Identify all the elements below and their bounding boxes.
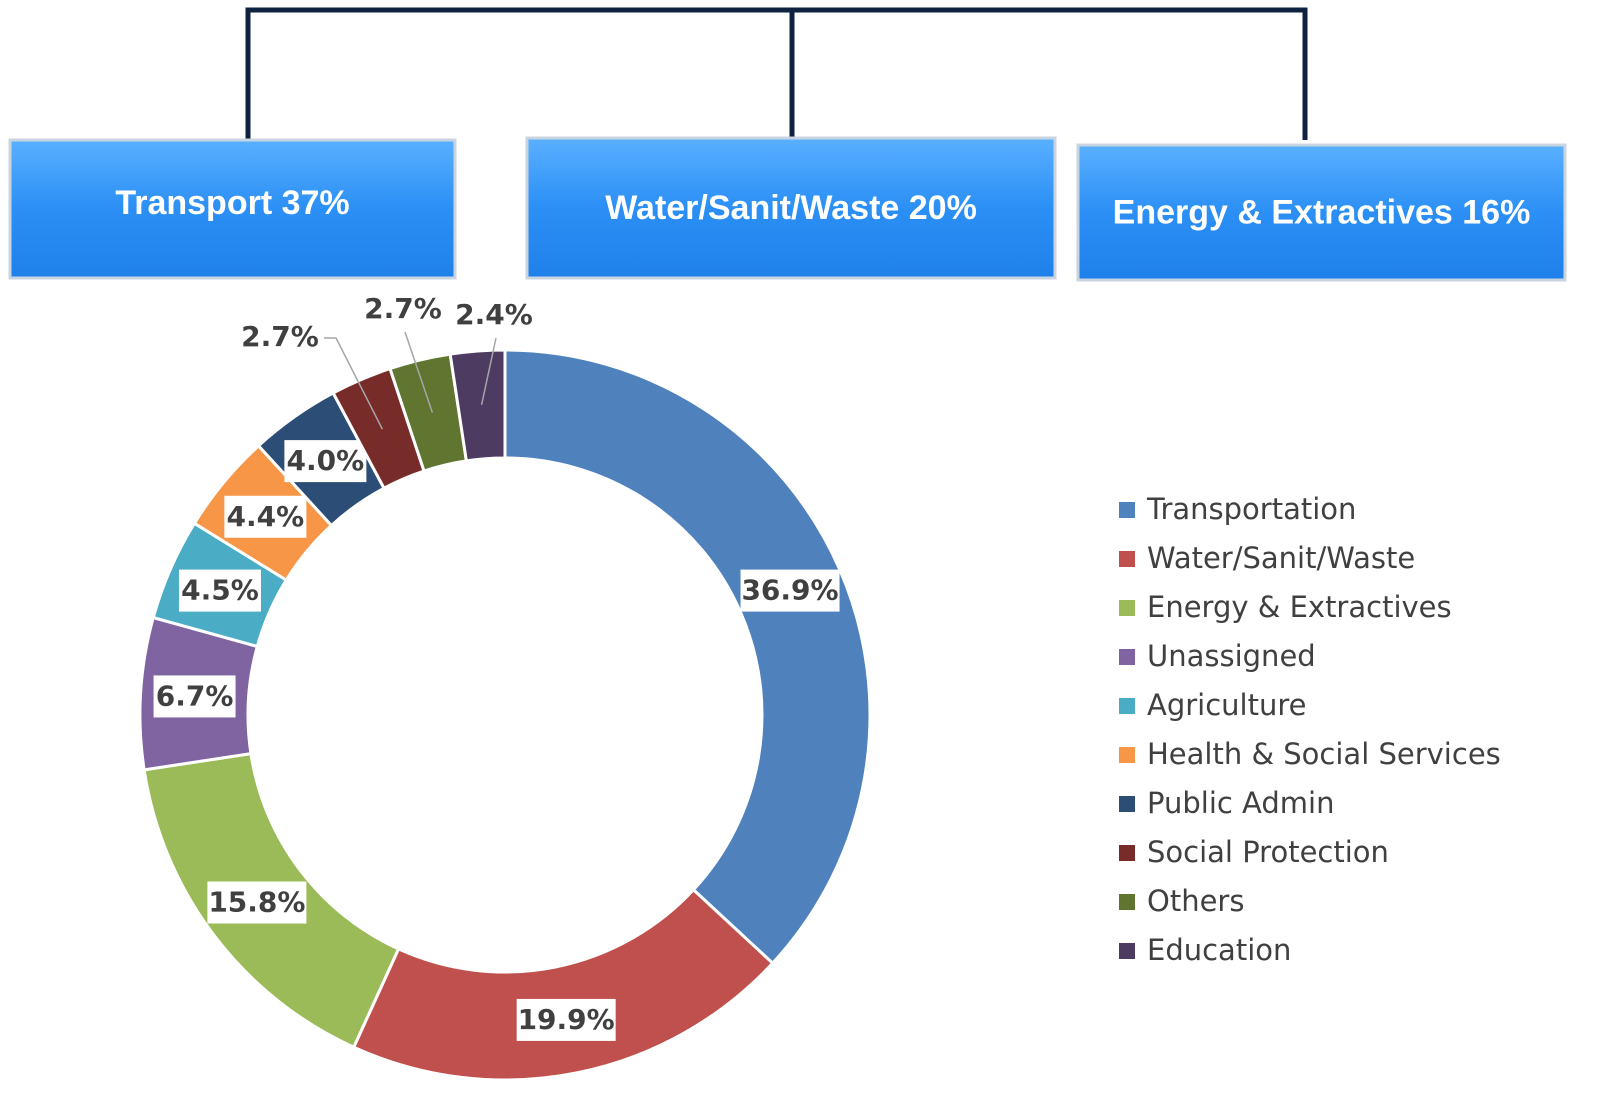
donut-segment bbox=[351, 887, 775, 1082]
legend-label: Others bbox=[1147, 884, 1244, 918]
data-label: 4.4% bbox=[227, 500, 305, 533]
legend-swatch bbox=[1119, 551, 1135, 567]
connector bbox=[245, 7, 1308, 140]
header-text: Energy & Extractives 16% bbox=[1113, 193, 1531, 231]
legend-label: Health & Social Services bbox=[1147, 737, 1501, 771]
leader-line bbox=[324, 337, 384, 430]
data-label-bg bbox=[207, 881, 307, 924]
data-label-bg bbox=[740, 569, 840, 612]
legend-label: Public Admin bbox=[1147, 786, 1334, 820]
data-label: 6.7% bbox=[156, 679, 234, 712]
leader-line bbox=[480, 337, 497, 406]
data-label: 4.0% bbox=[287, 444, 365, 477]
legend-swatch bbox=[1119, 747, 1135, 763]
legend-swatch bbox=[1119, 943, 1135, 959]
header-text: Water/Sanit/Waste 20% bbox=[605, 189, 977, 227]
legend-swatch bbox=[1119, 649, 1135, 665]
donut: 36.9% 19.9% 15.8% 6.7% 4.5% 4.4% 4.0% 2.7% 2.7% 2… bbox=[138, 292, 872, 1082]
data-label: 2.4% bbox=[455, 298, 533, 331]
legend-swatch bbox=[1119, 698, 1135, 714]
legend-label: Unassigned bbox=[1147, 639, 1316, 673]
data-label: 15.8% bbox=[208, 886, 305, 919]
legend-swatch bbox=[1119, 600, 1135, 616]
legend-label: Water/Sanit/Waste bbox=[1147, 541, 1415, 575]
legend-label: Social Protection bbox=[1147, 835, 1389, 869]
data-label-bg bbox=[284, 440, 367, 483]
legend-label: Education bbox=[1147, 933, 1291, 967]
leader-line bbox=[404, 331, 434, 413]
data-label-bg bbox=[178, 569, 261, 612]
data-label-bg bbox=[153, 675, 236, 718]
legend: Transportation Water/Sanit/Waste Energy & … bbox=[1119, 492, 1501, 967]
data-label: 4.5% bbox=[181, 574, 259, 607]
legend-label: Agriculture bbox=[1147, 688, 1307, 722]
header-box bbox=[525, 136, 1057, 280]
header-box bbox=[1076, 143, 1567, 282]
header-text: Transport 37% bbox=[115, 184, 349, 222]
legend-label: Energy & Extractives bbox=[1147, 590, 1452, 624]
data-label: 2.7% bbox=[241, 320, 319, 353]
header-box bbox=[8, 138, 457, 280]
legend-swatch bbox=[1119, 502, 1135, 518]
legend-swatch bbox=[1119, 796, 1135, 812]
data-label-bg bbox=[224, 495, 307, 538]
legend-label: Transportation bbox=[1146, 492, 1356, 526]
donut-segment bbox=[448, 348, 507, 463]
data-label: 19.9% bbox=[518, 1003, 615, 1036]
data-label: 36.9% bbox=[741, 574, 838, 607]
data-label-bg bbox=[516, 998, 616, 1041]
legend-swatch bbox=[1119, 894, 1135, 910]
header-boxes: Transport 37% Water/Sanit/Waste 20% Energy… bbox=[8, 136, 1567, 282]
data-label: 2.7% bbox=[364, 292, 442, 325]
donut-segment bbox=[503, 348, 872, 966]
legend-swatch bbox=[1119, 845, 1135, 861]
